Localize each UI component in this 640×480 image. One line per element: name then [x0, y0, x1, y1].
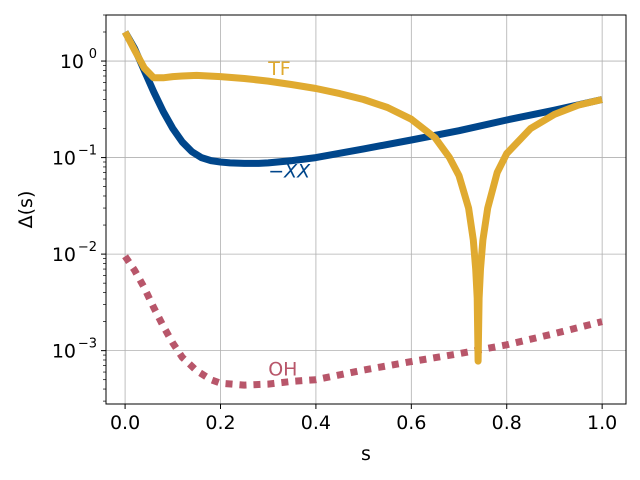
series-line-0 [122, 30, 603, 167]
annotations: TF −XX OH [267, 58, 311, 381]
y-tick-label: 10 [52, 148, 76, 170]
y-tick-label: 10 [52, 341, 76, 363]
annotation-label: −XX [268, 161, 311, 183]
x-tick-label: 0.4 [301, 412, 331, 434]
series-line-1 [122, 30, 603, 365]
plot-frame [105, 14, 627, 405]
series-line-2 [122, 254, 603, 389]
x-tick-label: 0.0 [110, 412, 140, 434]
y-axis-label: Δ(s) [15, 191, 37, 229]
x-axis-label: s [361, 443, 371, 465]
y-tick-exponent: −3 [78, 337, 97, 352]
x-tick-label: 0.8 [492, 412, 522, 434]
y-tick-exponent: −2 [78, 240, 97, 255]
x-tick-label: 1.0 [587, 412, 617, 434]
y-tick-label: 10 [52, 244, 76, 266]
annotation-label: TF [267, 58, 291, 80]
y-tick-label: 10 [60, 51, 84, 73]
annotation-label: OH [268, 359, 297, 381]
x-tick-label: 0.2 [205, 412, 235, 434]
series-layer [122, 30, 603, 389]
x-tick-label: 0.6 [396, 412, 426, 434]
y-tick-exponent: 0 [89, 47, 97, 62]
y-tick-exponent: −1 [78, 144, 97, 159]
